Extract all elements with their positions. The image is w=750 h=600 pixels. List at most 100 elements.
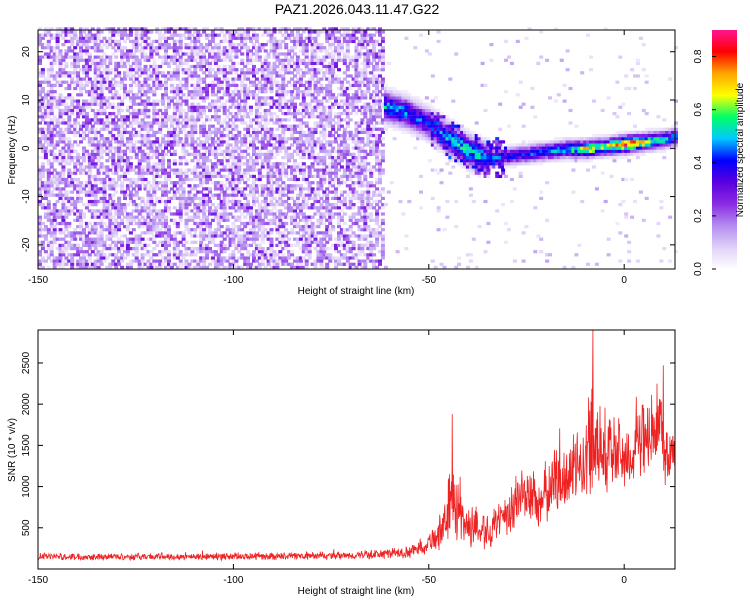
heatmap-cell bbox=[125, 156, 130, 160]
heatmap-cell bbox=[187, 115, 192, 119]
heatmap-cell bbox=[231, 171, 236, 175]
heatmap-cell bbox=[84, 165, 89, 169]
heatmap-cell bbox=[325, 77, 330, 81]
heatmap-cell bbox=[90, 83, 95, 87]
heatmap-cell bbox=[46, 90, 51, 94]
heatmap-cell bbox=[237, 130, 242, 134]
heatmap-cell bbox=[43, 108, 48, 113]
heatmap-cell bbox=[175, 174, 180, 178]
heatmap-cell bbox=[257, 262, 262, 266]
heatmap-cell bbox=[190, 234, 195, 238]
heatmap-cell bbox=[313, 212, 318, 216]
heatmap-cell bbox=[137, 68, 142, 72]
heatmap-cell bbox=[58, 102, 63, 106]
heatmap-cell bbox=[84, 259, 89, 263]
heatmap-cell bbox=[319, 259, 324, 263]
heatmap-cell bbox=[55, 140, 60, 144]
heatmap-cell bbox=[316, 190, 321, 194]
heatmap-cell bbox=[43, 140, 48, 144]
heatmap-cell bbox=[322, 108, 327, 113]
heatmap-cell bbox=[260, 253, 265, 257]
heatmap-cell bbox=[205, 193, 210, 197]
heatmap-cell bbox=[87, 121, 92, 125]
heatmap-cell bbox=[76, 215, 81, 219]
heatmap-cell bbox=[275, 46, 280, 50]
heatmap-cell bbox=[40, 165, 45, 169]
heatmap-cell bbox=[120, 168, 125, 172]
heatmap-cell bbox=[146, 190, 151, 194]
heatmap-cell bbox=[307, 39, 312, 43]
heatmap-cell bbox=[58, 190, 63, 194]
heatmap-cell bbox=[208, 177, 212, 182]
heatmap-cell bbox=[325, 206, 330, 210]
heatmap-cell bbox=[269, 162, 274, 166]
heatmap-cell bbox=[298, 43, 303, 47]
heatmap-cell bbox=[205, 130, 210, 134]
heatmap-cell bbox=[134, 203, 139, 207]
heatmap-cell bbox=[64, 215, 69, 219]
heatmap-cell bbox=[99, 218, 104, 222]
heatmap-cell bbox=[164, 30, 168, 34]
heatmap-cell bbox=[155, 199, 160, 204]
heatmap-cell bbox=[172, 55, 177, 59]
heatmap-cell bbox=[246, 115, 251, 119]
heatmap-cell bbox=[38, 199, 42, 204]
heatmap-cell bbox=[161, 36, 166, 40]
heatmap-cell bbox=[137, 130, 142, 134]
heatmap-cell bbox=[254, 218, 259, 222]
heatmap-cell bbox=[152, 218, 157, 222]
heatmap-cell bbox=[152, 262, 157, 266]
heatmap-cell bbox=[225, 71, 230, 75]
heatmap-cell bbox=[290, 134, 295, 138]
heatmap-cell bbox=[55, 159, 60, 163]
heatmap-cell bbox=[298, 58, 303, 62]
heatmap-cell bbox=[293, 231, 297, 235]
heatmap-cell bbox=[82, 108, 86, 113]
heatmap-cell bbox=[128, 265, 133, 269]
heatmap-cell bbox=[307, 112, 312, 116]
heatmap-cell bbox=[99, 77, 104, 81]
heatmap-cell bbox=[328, 46, 333, 50]
heatmap-cell bbox=[252, 165, 256, 169]
heatmap-cell bbox=[46, 140, 51, 144]
heatmap-cell bbox=[61, 108, 66, 113]
heatmap-cell bbox=[73, 231, 78, 235]
heatmap-cell bbox=[172, 250, 177, 254]
heatmap-cell bbox=[210, 90, 215, 94]
heatmap-cell bbox=[164, 152, 168, 156]
heatmap-cell bbox=[234, 99, 239, 103]
heatmap-cell bbox=[301, 30, 306, 34]
heatmap-cell bbox=[278, 256, 283, 260]
heatmap-cell bbox=[49, 209, 54, 213]
heatmap-cell bbox=[260, 209, 265, 213]
heatmap-cell bbox=[316, 30, 321, 34]
heatmap-cell bbox=[298, 171, 303, 175]
heatmap-cell bbox=[99, 240, 104, 244]
heatmap-cell bbox=[237, 36, 242, 40]
heatmap-cell bbox=[234, 168, 239, 172]
heatmap-cell bbox=[82, 256, 86, 260]
heatmap-cell bbox=[123, 74, 127, 78]
heatmap-cell bbox=[234, 90, 239, 94]
heatmap-cell bbox=[137, 80, 142, 84]
heatmap-cell bbox=[108, 203, 113, 207]
heatmap-cell bbox=[307, 68, 312, 72]
heatmap-cell bbox=[143, 83, 148, 87]
heatmap-cell bbox=[293, 86, 297, 91]
heatmap-cell bbox=[172, 90, 177, 94]
heatmap-cell bbox=[96, 68, 101, 72]
heatmap-cell bbox=[295, 146, 300, 150]
heatmap-cell bbox=[38, 108, 42, 113]
heatmap-cell bbox=[199, 55, 204, 59]
heatmap-cell bbox=[152, 134, 157, 138]
heatmap-cell bbox=[175, 130, 180, 134]
heatmap-cell bbox=[137, 237, 142, 241]
heatmap-cell bbox=[172, 152, 177, 156]
heatmap-cell bbox=[228, 212, 233, 216]
heatmap-cell bbox=[76, 55, 81, 59]
heatmap-cell bbox=[272, 46, 277, 50]
heatmap-cell bbox=[246, 177, 251, 182]
heatmap-cell bbox=[181, 256, 186, 260]
heatmap-cell bbox=[284, 93, 289, 97]
heatmap-cell bbox=[307, 83, 312, 87]
